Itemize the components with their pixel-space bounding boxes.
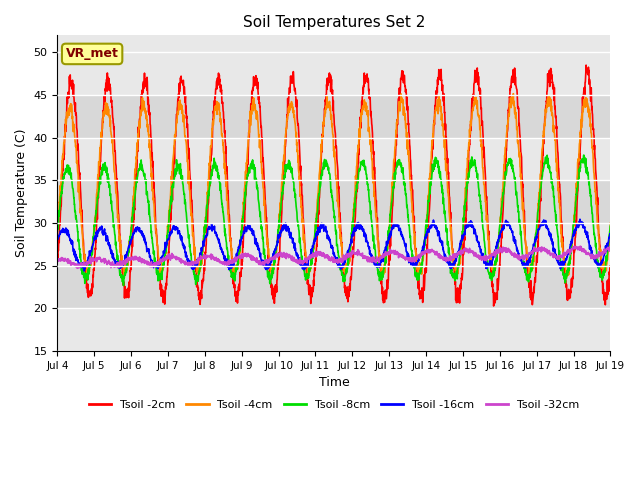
Tsoil -4cm bbox=[563, 274, 570, 279]
Tsoil -8cm bbox=[362, 171, 370, 177]
Bar bbox=[58, 95, 611, 138]
Text: VR_met: VR_met bbox=[66, 48, 118, 60]
Tsoil -4cm bbox=[607, 220, 614, 226]
Tsoil -4cm bbox=[208, 136, 216, 142]
Tsoil -2cm bbox=[558, 220, 566, 226]
Tsoil -32cm bbox=[558, 254, 566, 260]
Tsoil -4cm bbox=[573, 171, 581, 177]
Bar bbox=[58, 180, 611, 223]
Tsoil -32cm bbox=[362, 255, 370, 261]
Tsoil -8cm bbox=[208, 173, 216, 179]
Tsoil -8cm bbox=[580, 152, 588, 158]
Tsoil -32cm bbox=[350, 250, 358, 255]
Bar bbox=[58, 138, 611, 180]
Tsoil -2cm bbox=[54, 252, 61, 257]
Tsoil -16cm bbox=[208, 224, 216, 230]
Tsoil -4cm bbox=[350, 207, 358, 213]
Tsoil -32cm bbox=[495, 249, 502, 255]
Tsoil -32cm bbox=[571, 243, 579, 249]
Bar bbox=[58, 265, 611, 308]
Tsoil -8cm bbox=[607, 223, 614, 228]
Tsoil -32cm bbox=[573, 244, 581, 250]
Tsoil -4cm bbox=[362, 102, 370, 108]
Tsoil -2cm bbox=[582, 62, 590, 68]
Tsoil -4cm bbox=[509, 91, 517, 96]
Tsoil -16cm bbox=[350, 228, 358, 234]
Line: Tsoil -16cm: Tsoil -16cm bbox=[58, 219, 611, 271]
Tsoil -8cm bbox=[495, 239, 502, 244]
Line: Tsoil -8cm: Tsoil -8cm bbox=[58, 155, 611, 286]
Tsoil -4cm bbox=[54, 222, 61, 228]
Tsoil -2cm bbox=[607, 264, 614, 270]
Tsoil -2cm bbox=[573, 198, 581, 204]
Bar bbox=[58, 223, 611, 265]
Tsoil -4cm bbox=[495, 240, 502, 246]
Tsoil -32cm bbox=[208, 254, 216, 260]
Tsoil -16cm bbox=[81, 268, 88, 274]
Tsoil -16cm bbox=[607, 233, 614, 239]
Tsoil -16cm bbox=[362, 233, 370, 239]
Tsoil -8cm bbox=[350, 206, 358, 212]
Tsoil -2cm bbox=[208, 151, 216, 157]
Title: Soil Temperatures Set 2: Soil Temperatures Set 2 bbox=[243, 15, 425, 30]
Tsoil -32cm bbox=[74, 265, 81, 271]
Tsoil -8cm bbox=[120, 283, 127, 288]
Tsoil -2cm bbox=[490, 303, 497, 309]
Tsoil -16cm bbox=[576, 216, 584, 222]
Bar bbox=[58, 308, 611, 351]
Line: Tsoil -32cm: Tsoil -32cm bbox=[58, 246, 611, 268]
Y-axis label: Soil Temperature (C): Soil Temperature (C) bbox=[15, 129, 28, 257]
Tsoil -32cm bbox=[607, 245, 614, 251]
Tsoil -8cm bbox=[573, 188, 581, 194]
Tsoil -2cm bbox=[350, 244, 358, 250]
Tsoil -16cm bbox=[495, 234, 502, 240]
Tsoil -32cm bbox=[54, 258, 61, 264]
X-axis label: Time: Time bbox=[319, 376, 349, 389]
Tsoil -2cm bbox=[495, 275, 502, 280]
Tsoil -16cm bbox=[558, 263, 566, 269]
Tsoil -8cm bbox=[558, 265, 566, 271]
Line: Tsoil -2cm: Tsoil -2cm bbox=[58, 65, 611, 306]
Legend: Tsoil -2cm, Tsoil -4cm, Tsoil -8cm, Tsoil -16cm, Tsoil -32cm: Tsoil -2cm, Tsoil -4cm, Tsoil -8cm, Tsoi… bbox=[84, 396, 584, 415]
Tsoil -16cm bbox=[573, 221, 581, 227]
Tsoil -4cm bbox=[558, 236, 566, 241]
Tsoil -16cm bbox=[54, 237, 61, 242]
Tsoil -8cm bbox=[54, 228, 61, 234]
Bar bbox=[58, 36, 611, 95]
Tsoil -2cm bbox=[362, 73, 370, 79]
Line: Tsoil -4cm: Tsoil -4cm bbox=[58, 94, 611, 276]
